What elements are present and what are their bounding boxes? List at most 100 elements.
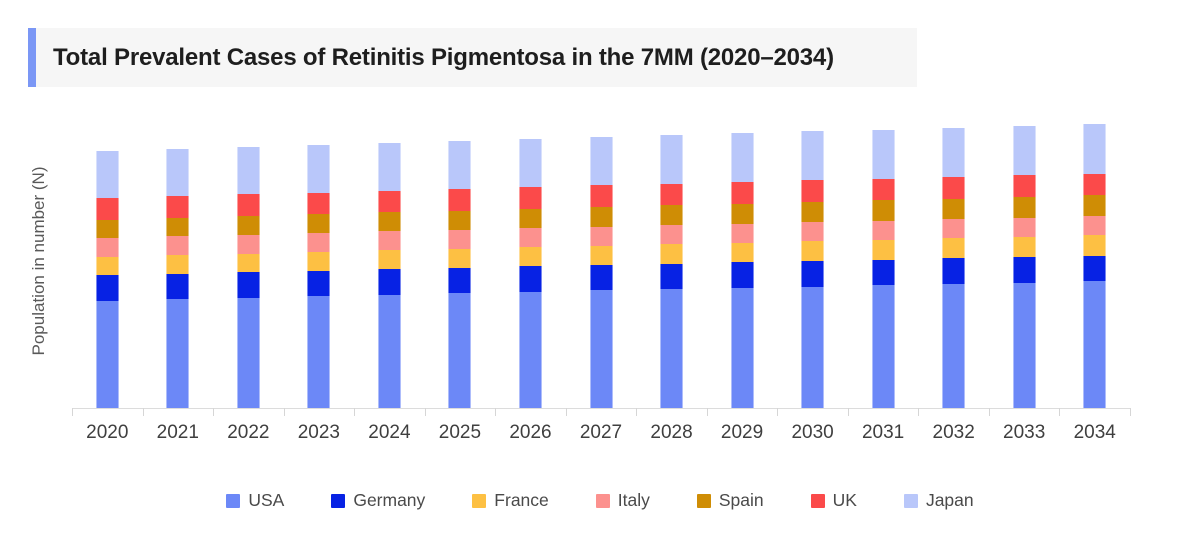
bar-segment-uk-2025[interactable] — [448, 189, 472, 211]
bar-segment-italy-2024[interactable] — [377, 231, 401, 251]
bar-segment-uk-2033[interactable] — [1012, 175, 1036, 198]
bar-segment-uk-2024[interactable] — [377, 190, 401, 213]
bar-segment-italy-2030[interactable] — [801, 222, 825, 242]
bar-2022[interactable] — [236, 147, 260, 408]
bar-segment-japan-2022[interactable] — [236, 147, 260, 195]
bar-segment-germany-2021[interactable] — [166, 273, 190, 300]
bar-segment-uk-2021[interactable] — [166, 196, 190, 218]
bar-segment-france-2027[interactable] — [589, 245, 613, 265]
bar-segment-italy-2028[interactable] — [660, 225, 684, 245]
bar-segment-japan-2033[interactable] — [1012, 126, 1036, 176]
bar-segment-japan-2028[interactable] — [660, 135, 684, 184]
bar-segment-germany-2023[interactable] — [307, 270, 331, 297]
bar-segment-france-2031[interactable] — [871, 239, 895, 260]
bar-segment-france-2021[interactable] — [166, 255, 190, 274]
bar-2032[interactable] — [942, 127, 966, 408]
bar-segment-spain-2032[interactable] — [942, 198, 966, 220]
bar-segment-spain-2028[interactable] — [660, 205, 684, 226]
bar-2026[interactable] — [518, 139, 542, 408]
bar-segment-france-2026[interactable] — [518, 247, 542, 267]
bar-2029[interactable] — [730, 133, 754, 408]
bar-segment-japan-2023[interactable] — [307, 145, 331, 193]
bar-segment-uk-2032[interactable] — [942, 177, 966, 199]
bar-segment-uk-2028[interactable] — [660, 183, 684, 206]
bar-segment-usa-2028[interactable] — [660, 289, 684, 408]
bar-segment-germany-2031[interactable] — [871, 259, 895, 286]
bar-2028[interactable] — [660, 135, 684, 408]
legend-item-spain[interactable]: Spain — [696, 490, 764, 511]
bar-segment-germany-2030[interactable] — [801, 261, 825, 287]
bar-segment-france-2025[interactable] — [448, 248, 472, 268]
bar-segment-germany-2029[interactable] — [730, 262, 754, 288]
bar-2031[interactable] — [871, 129, 895, 408]
bar-segment-france-2032[interactable] — [942, 238, 966, 259]
bar-segment-uk-2026[interactable] — [518, 187, 542, 209]
bar-segment-usa-2030[interactable] — [801, 286, 825, 408]
bar-segment-usa-2021[interactable] — [166, 299, 190, 408]
bar-segment-uk-2020[interactable] — [95, 197, 119, 220]
bar-segment-germany-2024[interactable] — [377, 269, 401, 295]
bar-2024[interactable] — [377, 143, 401, 408]
bar-segment-japan-2031[interactable] — [871, 129, 895, 179]
bar-segment-usa-2020[interactable] — [95, 300, 119, 408]
bar-segment-spain-2030[interactable] — [801, 202, 825, 223]
bar-segment-japan-2032[interactable] — [942, 127, 966, 178]
bar-segment-uk-2034[interactable] — [1083, 173, 1107, 196]
bar-segment-spain-2026[interactable] — [518, 208, 542, 229]
bar-segment-usa-2026[interactable] — [518, 291, 542, 408]
bar-2034[interactable] — [1083, 124, 1107, 408]
legend-item-usa[interactable]: USA — [226, 490, 284, 511]
bar-segment-italy-2033[interactable] — [1012, 217, 1036, 237]
bar-segment-france-2034[interactable] — [1083, 235, 1107, 256]
bar-segment-japan-2025[interactable] — [448, 141, 472, 190]
bar-2021[interactable] — [166, 149, 190, 408]
bar-segment-spain-2024[interactable] — [377, 212, 401, 232]
legend-item-france[interactable]: France — [472, 490, 549, 511]
bar-segment-spain-2029[interactable] — [730, 203, 754, 224]
bar-segment-germany-2020[interactable] — [95, 275, 119, 301]
bar-segment-italy-2026[interactable] — [518, 228, 542, 248]
legend-item-italy[interactable]: Italy — [595, 490, 650, 511]
bar-segment-france-2020[interactable] — [95, 256, 119, 276]
bar-segment-usa-2029[interactable] — [730, 287, 754, 408]
bar-segment-japan-2029[interactable] — [730, 133, 754, 183]
bar-segment-italy-2023[interactable] — [307, 232, 331, 252]
bar-segment-france-2028[interactable] — [660, 244, 684, 264]
bar-segment-spain-2021[interactable] — [166, 217, 190, 237]
bar-segment-usa-2034[interactable] — [1083, 281, 1107, 408]
bar-segment-spain-2025[interactable] — [448, 210, 472, 230]
bar-segment-uk-2027[interactable] — [589, 185, 613, 208]
bar-segment-spain-2033[interactable] — [1012, 197, 1036, 218]
bar-segment-spain-2020[interactable] — [95, 219, 119, 238]
bar-segment-france-2030[interactable] — [801, 241, 825, 262]
bar-segment-usa-2022[interactable] — [236, 297, 260, 408]
bar-segment-usa-2023[interactable] — [307, 296, 331, 408]
bar-segment-usa-2025[interactable] — [448, 293, 472, 408]
bar-segment-usa-2032[interactable] — [942, 284, 966, 408]
bar-segment-france-2033[interactable] — [1012, 236, 1036, 258]
bar-segment-italy-2031[interactable] — [871, 220, 895, 240]
bar-segment-uk-2029[interactable] — [730, 182, 754, 204]
bar-segment-usa-2024[interactable] — [377, 294, 401, 408]
bar-segment-spain-2031[interactable] — [871, 200, 895, 221]
bar-segment-japan-2026[interactable] — [518, 139, 542, 188]
bar-segment-spain-2027[interactable] — [589, 207, 613, 227]
bar-segment-germany-2033[interactable] — [1012, 257, 1036, 283]
bar-segment-italy-2027[interactable] — [589, 226, 613, 246]
bar-2033[interactable] — [1012, 126, 1036, 408]
bar-segment-france-2029[interactable] — [730, 242, 754, 263]
bar-segment-uk-2031[interactable] — [871, 178, 895, 201]
bar-2023[interactable] — [307, 145, 331, 408]
bar-segment-italy-2025[interactable] — [448, 229, 472, 249]
bar-2027[interactable] — [589, 137, 613, 408]
bar-segment-italy-2020[interactable] — [95, 237, 119, 257]
bar-segment-germany-2025[interactable] — [448, 267, 472, 294]
bar-2020[interactable] — [95, 151, 119, 408]
bar-segment-japan-2021[interactable] — [166, 149, 190, 197]
bar-2025[interactable] — [448, 141, 472, 408]
bar-segment-germany-2027[interactable] — [589, 264, 613, 291]
bar-segment-usa-2027[interactable] — [589, 290, 613, 408]
bar-segment-uk-2022[interactable] — [236, 194, 260, 217]
bar-segment-germany-2022[interactable] — [236, 272, 260, 298]
bar-segment-japan-2020[interactable] — [95, 151, 119, 198]
